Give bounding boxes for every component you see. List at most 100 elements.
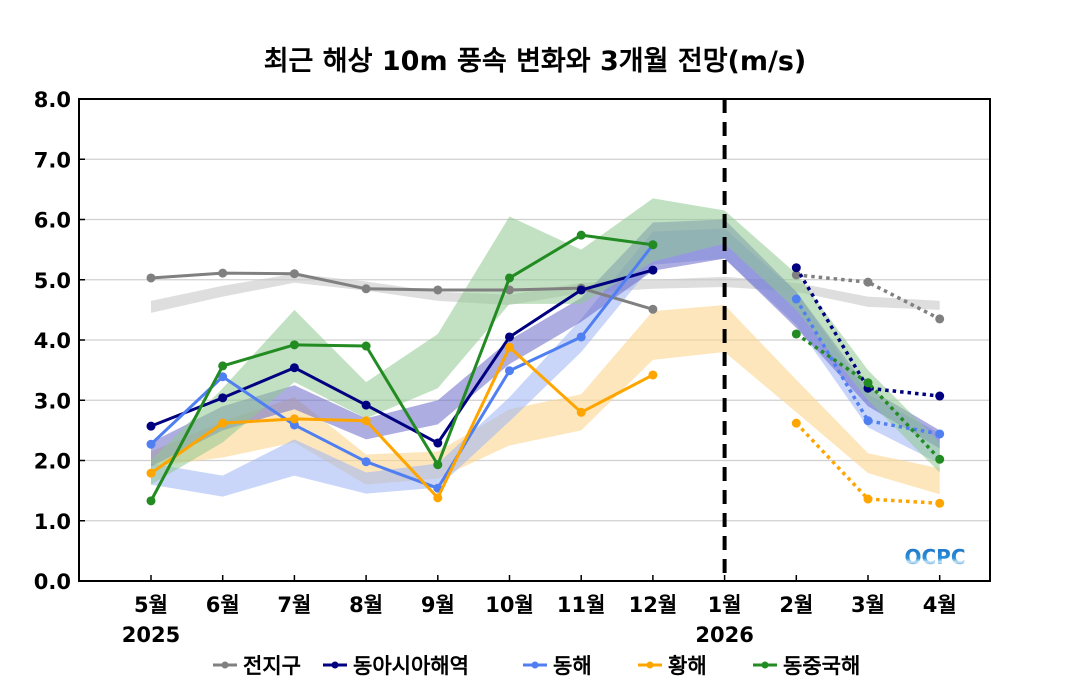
series-line-observed xyxy=(150,345,654,500)
forecast-point xyxy=(791,270,801,280)
y-tick-label: 3.0 xyxy=(34,389,71,413)
x-tick-label: 8월 xyxy=(349,593,383,617)
forecast-point xyxy=(935,498,945,508)
forecast-point xyxy=(935,454,945,464)
x-tick-label: 3월 xyxy=(851,593,885,617)
data-point xyxy=(361,341,371,351)
forecast-point xyxy=(935,429,945,439)
series-line-forecast xyxy=(795,421,940,506)
series-lines xyxy=(146,230,945,508)
band-3 xyxy=(151,305,940,495)
series-line-observed xyxy=(150,268,654,445)
data-point xyxy=(433,285,443,295)
year-label: 2025 xyxy=(122,623,180,647)
y-tick-label: 5.0 xyxy=(34,269,71,293)
legend-swatch-marker xyxy=(531,661,539,669)
y-tick-label: 7.0 xyxy=(34,148,71,172)
legend-swatch-marker xyxy=(331,661,339,669)
data-point xyxy=(361,416,371,426)
legend-item: 동아시아해역 xyxy=(323,654,469,678)
x-tick-label: 11월 xyxy=(557,593,606,617)
x-tick-label: 12월 xyxy=(629,593,678,617)
forecast-point xyxy=(935,314,945,324)
year-label: 2026 xyxy=(695,623,753,647)
data-point xyxy=(505,342,514,352)
legend-label: 황해 xyxy=(668,654,707,678)
x-tick-label: 1월 xyxy=(708,593,742,617)
data-point xyxy=(361,284,371,294)
data-point xyxy=(146,468,156,478)
series-line-forecast xyxy=(796,273,941,321)
data-point xyxy=(505,273,514,283)
forecast-point xyxy=(863,277,873,287)
legend-swatch-marker xyxy=(221,661,229,669)
logo-text: OCPC xyxy=(904,545,965,569)
forecast-point xyxy=(791,263,801,273)
data-point xyxy=(505,366,514,376)
series-line-forecast xyxy=(794,298,941,436)
y-tick-label: 6.0 xyxy=(34,209,71,233)
data-point xyxy=(218,268,228,278)
data-point xyxy=(505,332,514,342)
y-axis: 0.0 1.0 2.0 3.0 4.0 5.0 6.0 7.0 8.0 xyxy=(34,88,85,594)
series-line-observed xyxy=(149,233,654,502)
data-point xyxy=(218,418,228,428)
chart-title: 최근 해상 10m 풍속 변화와 3개월 전망(m/s) xyxy=(264,46,807,77)
data-point xyxy=(218,372,228,382)
y-tick-label: 1.0 xyxy=(34,510,71,534)
data-point xyxy=(433,460,443,470)
band-2 xyxy=(151,228,940,497)
data-point xyxy=(576,285,586,295)
forecast-point xyxy=(863,378,873,388)
data-point xyxy=(648,304,658,314)
legend-item: 황해 xyxy=(638,654,707,678)
ocpc-logo: OCPC xyxy=(904,545,965,569)
x-tick-label: 5월 xyxy=(134,593,168,617)
x-tick-label: 10월 xyxy=(485,593,534,617)
x-tick-label: 6월 xyxy=(206,593,240,617)
data-point xyxy=(218,393,228,403)
data-point xyxy=(648,240,658,250)
data-point xyxy=(289,363,299,373)
data-point xyxy=(576,230,586,240)
legend-label: 동중국해 xyxy=(783,654,860,678)
forecast-point xyxy=(935,391,945,401)
data-point xyxy=(361,400,371,410)
forecast-point xyxy=(863,416,873,426)
band-1 xyxy=(151,219,940,467)
x-tick-label: 2월 xyxy=(779,593,813,617)
data-point xyxy=(146,421,156,431)
legend-label: 동해 xyxy=(553,654,592,678)
legend-label: 전지구 xyxy=(243,654,301,678)
forecast-point xyxy=(791,329,801,339)
legend-swatch-marker xyxy=(761,661,769,669)
legend: 전지구 동아시아해역 동해 황해 동중국해 xyxy=(213,654,860,678)
forecast-point xyxy=(791,294,801,304)
y-tick-label: 0.0 xyxy=(34,570,71,594)
data-point xyxy=(146,496,156,506)
x-tick-label: 4월 xyxy=(923,593,957,617)
data-point xyxy=(361,457,371,467)
legend-item: 전지구 xyxy=(213,654,301,678)
data-point xyxy=(433,493,443,503)
y-tick-label: 4.0 xyxy=(34,329,71,353)
data-point xyxy=(146,273,156,283)
data-point xyxy=(146,439,156,449)
x-axis: 5월 6월 7월 8월 9월 10월 11월 12월 1월 2월 3월 4월 2025 2026 xyxy=(122,575,957,647)
legend-item: 동해 xyxy=(523,654,592,678)
data-point xyxy=(289,269,299,279)
y-tick-label: 2.0 xyxy=(34,450,71,474)
data-point xyxy=(648,265,658,275)
series-line-observed xyxy=(150,271,654,311)
series-line-forecast xyxy=(794,266,940,398)
data-point xyxy=(218,361,228,371)
series-line-observed xyxy=(149,243,655,490)
x-tick-label: 9월 xyxy=(421,593,455,617)
legend-item: 동중국해 xyxy=(753,654,860,678)
y-tick-label: 8.0 xyxy=(34,88,71,112)
data-point xyxy=(289,414,299,424)
legend-swatch-marker xyxy=(646,661,654,669)
data-point xyxy=(648,370,658,380)
data-point xyxy=(433,438,443,448)
